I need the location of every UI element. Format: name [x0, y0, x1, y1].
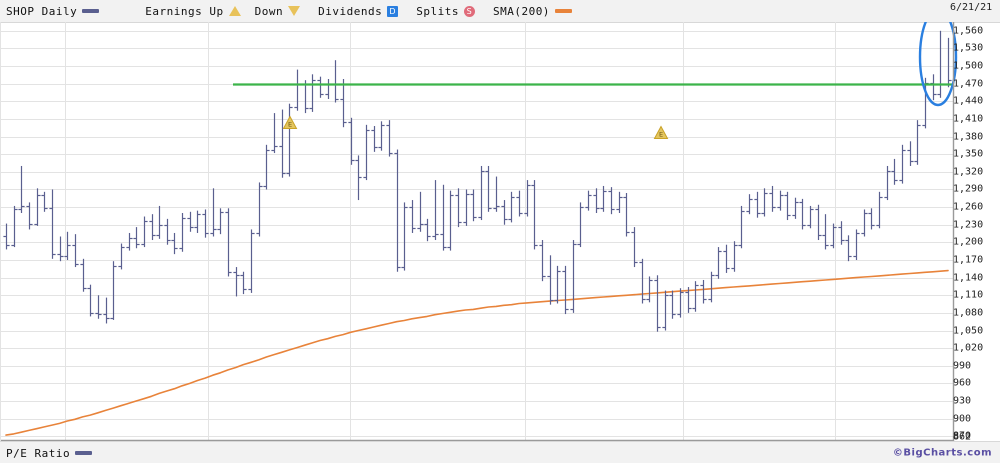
y-axis-tick-label: 1,020 [953, 342, 984, 354]
legend-item-earnings-up: Earnings Up [145, 4, 241, 18]
svg-text:E: E [288, 121, 292, 129]
legend-splits-label: Splits [416, 4, 459, 18]
legend-earnings-down-label: Down [254, 4, 284, 18]
legend-symbol-label: SHOP Daily [6, 4, 78, 18]
y-axis-tick-label: 1,230 [953, 219, 984, 231]
y-axis-tick-label: 1,050 [953, 325, 984, 337]
triangle-up-icon [228, 6, 241, 16]
legend-item-sma: SMA(200) [493, 5, 572, 18]
y-axis-tick-label: 1,080 [953, 307, 984, 319]
legend-earnings-up-label: Earnings Up [145, 4, 224, 18]
legend-item-symbol: SHOP Daily [6, 4, 100, 18]
y-axis-tick-label: 1,410 [953, 113, 984, 125]
y-axis-tick-label: 1,530 [953, 42, 984, 54]
legend-dividends-label: Dividends [318, 4, 383, 18]
y-axis-tick-label: 1,500 [953, 60, 984, 72]
legend-item-splits: Splits S [416, 5, 475, 18]
svg-text:E: E [659, 131, 663, 139]
chart-legend-bar: SHOP Daily Earnings Up Down Dividends D … [0, 0, 1000, 23]
chart-footer-bar: P/E Ratio ©BigCharts.com [0, 441, 1000, 463]
y-axis-tick-label: 1,110 [953, 289, 984, 301]
gridlines-group [0, 22, 953, 441]
y-axis-min-label: 862 [953, 431, 972, 443]
chart-date-label: 6/21/21 [950, 2, 993, 13]
y-axis-tick-label: 1,200 [953, 236, 984, 248]
breakout-highlight-group [918, 22, 958, 107]
y-axis-tick-label: 1,320 [953, 166, 984, 178]
price-line-swatch-icon [82, 9, 100, 13]
legend-sma-label: SMA(200) [492, 4, 550, 18]
y-axis-tick-label: 1,380 [953, 131, 984, 143]
y-axis-tick-label: 960 [953, 377, 972, 389]
chart-svg: EE [0, 22, 958, 441]
legend-item-earnings-down: Down [255, 5, 301, 18]
axis-lines-group [0, 22, 955, 441]
y-axis-tick-label: 990 [953, 360, 972, 372]
pe-ratio-label: P/E Ratio [6, 446, 71, 460]
price-bars-group [3, 30, 952, 332]
earnings-markers-group: EE [282, 115, 669, 140]
y-axis-tick-label: 1,140 [953, 272, 984, 284]
split-badge-icon: S [463, 5, 475, 17]
y-axis-tick-label: 1,170 [953, 254, 984, 266]
y-axis-tick-label: 870 [953, 430, 972, 442]
y-axis-tick-label: 1,260 [953, 201, 984, 213]
pe-line-swatch-icon [75, 451, 93, 455]
y-axis-tick-label: 1,290 [953, 183, 984, 195]
triangle-down-icon [288, 6, 301, 16]
sma-line-swatch-icon [554, 9, 572, 13]
legend-item-pe-ratio: P/E Ratio [6, 446, 93, 460]
y-axis-tick-label: 1,560 [953, 25, 984, 37]
dividend-badge-icon: D [387, 5, 399, 17]
y-axis-tick-label: 1,440 [953, 95, 984, 107]
y-axis-tick-label: 1,350 [953, 148, 984, 160]
sma-200-line [5, 269, 949, 436]
y-axis-labels: 1,560 1,530 1,500 1,470 1,440 1,410 1,380 1,350… [953, 22, 1000, 443]
y-axis-tick-label: 930 [953, 395, 972, 407]
y-axis-tick-label: 900 [953, 413, 972, 425]
legend-item-dividends: Dividends D [318, 4, 399, 18]
y-axis-tick-label: 1,470 [953, 78, 984, 90]
copyright-watermark: ©BigCharts.com [892, 447, 992, 459]
